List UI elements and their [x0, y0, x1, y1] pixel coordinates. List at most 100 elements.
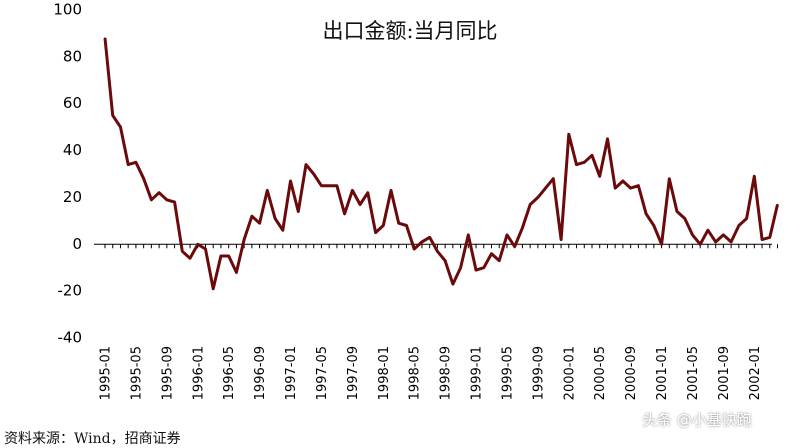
data-point: [413, 248, 416, 250]
x-tick-label: 2001-09: [717, 346, 732, 400]
y-tick-label: 100: [53, 1, 82, 19]
data-point: [282, 229, 284, 231]
data-point: [158, 191, 160, 194]
y-tick-label: 40: [63, 141, 82, 159]
x-tick-label: 2000-01: [562, 346, 577, 400]
x-tick-label: 1998-01: [377, 346, 392, 400]
data-point: [197, 243, 199, 246]
data-point: [614, 187, 616, 189]
data-point: [166, 199, 168, 201]
data-point: [506, 234, 508, 236]
data-point: [645, 213, 647, 215]
data-point: [521, 227, 524, 229]
data-point: [351, 189, 354, 192]
data-point: [475, 269, 477, 271]
data-point: [699, 243, 701, 246]
x-tick-label: 1999-09: [531, 346, 546, 400]
source-note: 资料来源：Wind，招商证券: [4, 431, 181, 447]
x-tick-label: 1998-09: [439, 346, 454, 400]
data-point: [305, 163, 307, 166]
data-point: [390, 189, 392, 192]
data-point: [119, 126, 122, 128]
data-point: [684, 217, 686, 220]
y-tick-label: 0: [72, 235, 82, 253]
data-point: [722, 234, 725, 236]
data-point: [691, 234, 694, 236]
data-point: [421, 241, 423, 243]
data-point: [544, 187, 547, 189]
data-point: [266, 189, 269, 192]
data-point: [258, 222, 261, 224]
data-point: [227, 255, 230, 257]
data-point: [676, 210, 678, 213]
x-tick-label: 1996-09: [253, 346, 268, 400]
data-point: [367, 191, 369, 194]
data-point: [251, 215, 253, 217]
data-point: [328, 184, 331, 187]
x-tick-label: 2000-09: [624, 346, 639, 400]
data-point: [336, 184, 338, 187]
data-point: [444, 259, 446, 262]
data-point: [436, 250, 439, 253]
x-tick-label: 1998-05: [408, 346, 423, 400]
data-point: [289, 180, 292, 182]
data-point: [181, 250, 184, 253]
data-point: [428, 236, 431, 239]
x-tick-label: 1999-01: [470, 346, 485, 400]
chart-title: 出口金额:当月同比: [322, 19, 497, 43]
x-tick-label: 2001-05: [686, 346, 701, 400]
x-tick-label: 2000-05: [593, 346, 608, 400]
y-axis: -40 -20 0 20 40 60 80 100: [53, 1, 82, 347]
data-point: [560, 238, 562, 241]
data-point: [575, 163, 578, 166]
data-point: [738, 224, 740, 227]
x-tick-label: 2001-01: [655, 346, 670, 400]
data-point: [343, 213, 346, 215]
data-point: [660, 243, 663, 246]
x-tick-label: 1996-05: [222, 346, 237, 400]
data-point: [498, 259, 501, 262]
x-tick-label: 1995-05: [129, 346, 144, 400]
data-point: [769, 236, 771, 239]
y-tick-label: 60: [63, 94, 82, 112]
data-point: [150, 199, 153, 201]
watermark: 头条 @小基快跑: [642, 411, 752, 429]
data-point: [104, 37, 106, 39]
x-tick-label: 1997-01: [284, 346, 299, 400]
data-point: [707, 229, 709, 231]
data-point: [320, 184, 323, 187]
x-tick-label: 1995-09: [160, 346, 175, 400]
y-tick-label: 80: [63, 47, 82, 65]
data-point: [730, 241, 732, 243]
data-point: [189, 257, 191, 260]
data-point: [204, 248, 207, 250]
data-point: [297, 210, 300, 213]
data-point: [382, 224, 385, 227]
data-point: [173, 201, 176, 203]
data-point: [513, 245, 516, 248]
data-point: [629, 187, 632, 189]
data-point: [568, 133, 570, 135]
y-tick-label: 20: [63, 188, 82, 206]
data-point: [483, 266, 485, 269]
data-point: [653, 224, 655, 227]
data-point: [467, 234, 470, 236]
y-tick-label: -40: [58, 329, 83, 347]
x-tick-label: 1995-01: [99, 346, 114, 400]
x-tick-label: 1997-09: [346, 346, 361, 400]
data-point: [127, 163, 129, 166]
data-point: [552, 177, 555, 180]
data-point: [745, 217, 748, 220]
x-tick-label: 1997-05: [315, 346, 330, 400]
data-point: [243, 238, 245, 241]
data-point: [537, 196, 539, 199]
data-point: [598, 175, 601, 178]
data-point: [220, 255, 222, 257]
data-point: [235, 271, 238, 274]
data-point: [591, 154, 593, 157]
data-point: [111, 114, 114, 117]
x-tick-label: 1999-05: [500, 346, 515, 400]
data-point: [405, 224, 408, 227]
data-point: [490, 252, 493, 255]
